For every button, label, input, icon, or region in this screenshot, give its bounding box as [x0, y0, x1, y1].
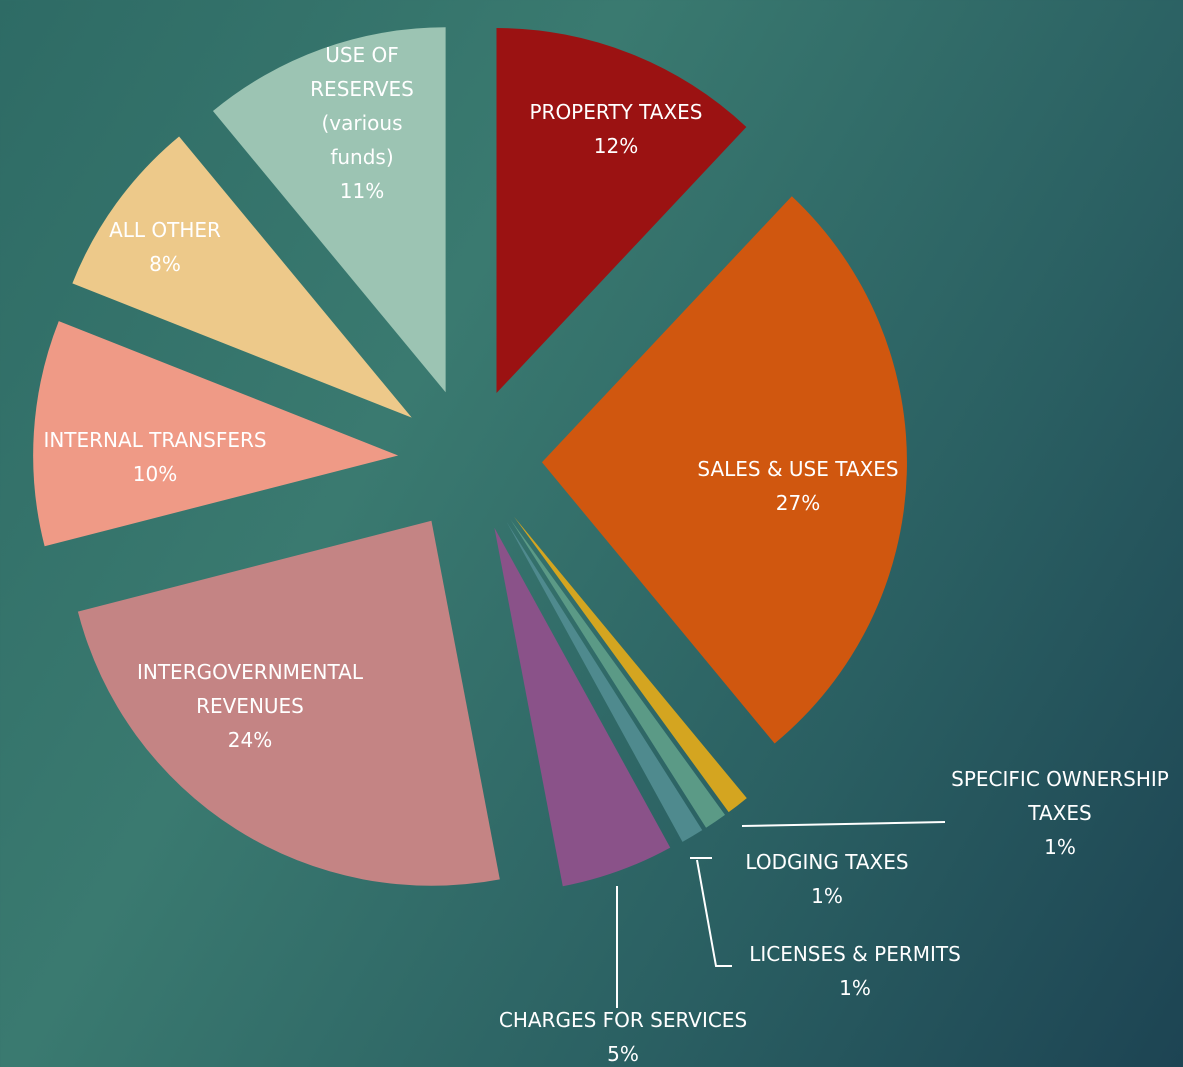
- category-label: CHARGES FOR SERVICES: [498, 1008, 748, 1032]
- pie-slice: [77, 520, 500, 886]
- pie-slice: [541, 196, 907, 744]
- category-label: LODGING TAXES: [745, 850, 909, 874]
- value-label: 27%: [775, 491, 821, 515]
- category-label: PROPERTY TAXES: [529, 100, 703, 124]
- pie-slice: [212, 27, 446, 393]
- slice-label: INTERGOVERNMENTAL REVENUES 24%: [100, 655, 400, 757]
- value-label: 11%: [339, 179, 385, 203]
- value-label: 8%: [149, 252, 181, 276]
- category-label: INTERNAL TRANSFERS: [43, 428, 267, 452]
- value-label: 1%: [839, 976, 871, 1000]
- leader-lines: [616, 821, 946, 1008]
- pie-slice: [510, 519, 726, 828]
- category-label: USE OF RESERVES (various funds): [310, 43, 414, 169]
- value-label: 12%: [593, 134, 639, 158]
- value-label: 10%: [132, 462, 178, 486]
- slice-label: SALES & USE TAXES 27%: [668, 452, 928, 520]
- pie-slice: [72, 136, 412, 418]
- category-label: SPECIFIC OWNERSHIP TAXES: [951, 767, 1169, 825]
- leader-line: [741, 821, 946, 827]
- pie-slice: [33, 321, 399, 547]
- slice-label: CHARGES FOR SERVICES 5%: [458, 1003, 788, 1067]
- slice-label: INTERNAL TRANSFERS 10%: [5, 423, 305, 491]
- slice-label: LICENSES & PERMITS 1%: [715, 937, 995, 1005]
- slice-label: SPECIFIC OWNERSHIP TAXES 1%: [940, 762, 1180, 864]
- pie-slice: [496, 28, 747, 394]
- category-label: INTERGOVERNMENTAL REVENUES: [136, 660, 363, 718]
- category-label: SALES & USE TAXES: [697, 457, 899, 481]
- slice-label: PROPERTY TAXES 12%: [486, 95, 746, 163]
- category-label: LICENSES & PERMITS: [749, 942, 961, 966]
- pie-slice: [494, 527, 671, 887]
- value-label: 1%: [811, 884, 843, 908]
- value-label: 1%: [1044, 835, 1076, 859]
- value-label: 5%: [607, 1042, 639, 1066]
- slice-label: USE OF RESERVES (various funds) 11%: [303, 38, 421, 208]
- category-label: ALL OTHER: [109, 218, 221, 242]
- slice-label: ALL OTHER 8%: [65, 213, 265, 281]
- pie-slice: [514, 516, 747, 813]
- value-label: 24%: [227, 728, 273, 752]
- leader-line: [696, 859, 732, 967]
- slice-label: LODGING TAXES 1%: [717, 845, 937, 913]
- pie-slice: [506, 521, 703, 842]
